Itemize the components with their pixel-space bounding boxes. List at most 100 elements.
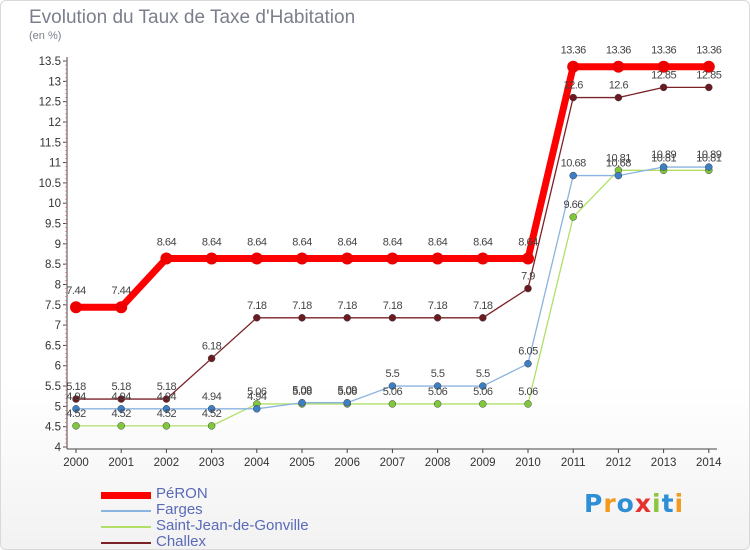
proxiti-logo: Proxiti <box>584 489 684 518</box>
data-label: 4.94 <box>66 391 86 403</box>
data-label: 7.9 <box>521 271 535 283</box>
data-label: 7.18 <box>247 300 267 312</box>
data-point <box>207 354 216 363</box>
data-point <box>569 171 577 180</box>
data-point <box>522 252 534 265</box>
data-point <box>431 252 444 265</box>
data-label: 5.5 <box>476 368 490 380</box>
data-label: 10.68 <box>606 158 631 170</box>
x-tick-label: 2013 <box>651 457 677 469</box>
data-point <box>388 400 397 408</box>
data-point <box>524 284 532 293</box>
data-label: 8.64 <box>247 236 267 248</box>
data-label: 6.05 <box>518 346 538 358</box>
x-tick-label: 2000 <box>63 457 89 469</box>
data-label: 4.52 <box>66 408 86 420</box>
data-point <box>253 405 261 413</box>
data-point <box>479 400 487 408</box>
x-tick-label: 2001 <box>108 457 134 469</box>
y-axis-unit-label: (en %) <box>29 30 62 42</box>
y-tick-label: 9 <box>55 239 61 251</box>
data-point <box>117 422 125 430</box>
legend-label: Saint-Jean-de-Gonville <box>156 517 309 534</box>
data-label: 12.85 <box>651 69 676 81</box>
data-point <box>72 422 80 430</box>
y-tick-label: 4.5 <box>45 422 61 434</box>
y-tick-label: 12 <box>48 117 61 129</box>
data-label: 9.66 <box>563 199 583 211</box>
data-label: 4.94 <box>202 391 222 403</box>
y-tick-label: 9.5 <box>45 219 61 231</box>
x-tick-label: 2009 <box>470 457 496 469</box>
data-label: 10.89 <box>696 149 721 161</box>
data-label: 5.18 <box>157 381 177 393</box>
data-point <box>253 314 261 322</box>
data-label: 10.89 <box>651 149 676 161</box>
x-tick-label: 2010 <box>515 457 541 469</box>
data-point <box>705 163 713 171</box>
data-point <box>343 314 351 322</box>
x-tick-label: 2014 <box>696 457 722 469</box>
data-point <box>569 93 577 102</box>
data-label: 8.64 <box>428 236 448 248</box>
x-tick-label: 2007 <box>380 457 406 469</box>
data-label: 4.52 <box>157 408 177 420</box>
y-tick-label: 11.5 <box>39 137 61 149</box>
data-label: 7.18 <box>383 300 403 312</box>
logo-letter: t <box>661 489 675 518</box>
data-point <box>207 405 216 413</box>
legend-label: PéRON <box>156 485 208 502</box>
data-label: 5.18 <box>111 381 131 393</box>
data-point <box>298 314 306 322</box>
data-label: 5.06 <box>247 386 267 398</box>
data-point <box>388 314 397 322</box>
data-label: 12.6 <box>563 80 583 92</box>
data-label: 10.68 <box>561 158 586 170</box>
y-tick-label: 10.5 <box>39 178 61 190</box>
data-label: 6.18 <box>202 340 222 352</box>
data-point <box>343 398 351 407</box>
data-label: 5.06 <box>383 386 403 398</box>
x-tick-label: 2012 <box>606 457 632 469</box>
data-label: 7.44 <box>66 285 86 297</box>
legend-label: Challex <box>156 533 207 550</box>
data-point <box>162 422 171 430</box>
data-point <box>702 60 715 73</box>
x-tick-label: 2004 <box>244 457 270 469</box>
data-point <box>614 93 623 102</box>
data-point <box>476 252 489 265</box>
logo-letter: x <box>634 489 652 518</box>
y-tick-label: 11 <box>49 158 61 170</box>
x-tick-label: 2003 <box>199 457 225 469</box>
y-tick-label: 4 <box>55 442 62 454</box>
data-label: 13.36 <box>651 45 676 57</box>
data-point <box>388 382 397 390</box>
data-point <box>207 422 216 430</box>
data-label: 5.06 <box>337 386 357 398</box>
data-point <box>479 314 487 322</box>
data-label: 4.52 <box>111 408 131 420</box>
data-point <box>569 213 577 221</box>
data-point <box>160 252 173 265</box>
logo-letter: o <box>616 489 635 518</box>
data-point <box>296 252 308 265</box>
data-point <box>614 171 623 180</box>
data-label: 13.36 <box>696 45 721 57</box>
y-tick-label: 10 <box>48 198 61 210</box>
data-label: 13.36 <box>561 45 586 57</box>
data-label: 4.94 <box>247 391 267 403</box>
data-point <box>72 395 80 403</box>
data-point <box>341 252 354 265</box>
y-tick-label: 8 <box>55 279 61 291</box>
data-point <box>298 398 306 407</box>
data-label: 5.5 <box>431 368 445 380</box>
data-point <box>205 252 218 265</box>
data-point <box>612 60 625 73</box>
data-label: 8.64 <box>202 236 222 248</box>
data-point <box>162 405 171 413</box>
data-label: 7.18 <box>292 300 312 312</box>
data-label: 10.81 <box>696 152 721 164</box>
data-label: 7.18 <box>337 300 357 312</box>
logo-letter: P <box>584 489 604 518</box>
